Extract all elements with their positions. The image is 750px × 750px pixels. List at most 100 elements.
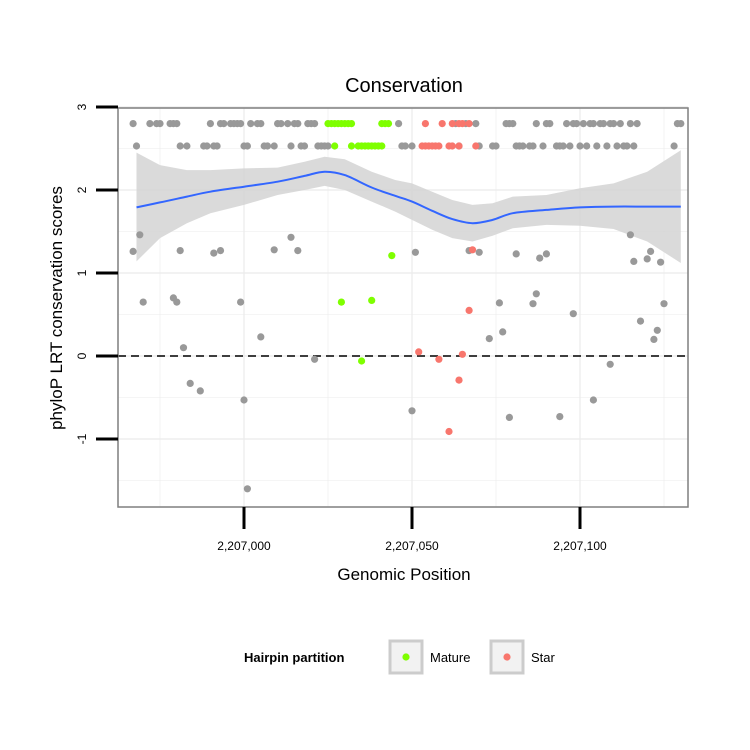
data-point-other: [647, 247, 655, 255]
y-tick-label: 3: [75, 103, 89, 110]
data-point-star: [421, 120, 429, 128]
data-point-other: [136, 231, 144, 239]
data-point-other: [633, 120, 641, 128]
data-point-other: [599, 120, 608, 128]
data-point-star: [468, 246, 477, 254]
legend-marker-star: [503, 653, 511, 661]
data-point-other: [643, 255, 651, 263]
data-point-other: [270, 142, 278, 150]
data-point-other: [220, 120, 228, 128]
data-point-other: [300, 142, 309, 150]
data-point-other: [284, 120, 292, 128]
data-point-other: [183, 142, 191, 150]
data-point-other: [610, 120, 618, 128]
data-point-mature: [347, 142, 356, 150]
y-tick-label: -1: [75, 433, 89, 444]
y-tick-label: 2: [75, 186, 89, 193]
data-point-other: [146, 120, 154, 128]
data-point-other: [519, 142, 527, 150]
data-point-mature: [337, 298, 345, 306]
data-point-star: [448, 142, 456, 150]
data-point-other: [532, 120, 540, 128]
y-axis-title: phyloP LRT conservation scores: [47, 186, 66, 430]
data-point-other: [670, 142, 678, 150]
data-point-other: [566, 142, 574, 150]
data-point-other: [408, 142, 416, 150]
data-point-other: [613, 142, 621, 150]
data-point-other: [589, 396, 598, 404]
data-point-star: [455, 142, 463, 150]
legend-title: Hairpin partition: [244, 650, 344, 665]
data-point-other: [636, 317, 645, 325]
confidence-band: [136, 150, 681, 263]
data-point-star: [465, 306, 473, 314]
data-point-other: [529, 142, 537, 150]
x-tick-label: 2,207,050: [385, 539, 439, 553]
data-point-other: [559, 142, 567, 150]
data-point-other: [589, 120, 598, 128]
data-point-star: [458, 120, 466, 128]
data-point-other: [583, 142, 591, 150]
data-point-other: [512, 250, 520, 258]
data-point-other: [294, 120, 302, 128]
data-point-other: [630, 142, 638, 150]
legend: Hairpin partition Mature Star: [244, 639, 556, 675]
data-point-other: [287, 142, 295, 150]
data-point-other: [653, 326, 661, 334]
data-point-other: [196, 387, 204, 395]
data-point-other: [499, 328, 507, 336]
panel-border: [117, 107, 689, 508]
data-point-other: [213, 142, 221, 150]
data-point-other: [576, 142, 584, 150]
data-point-star: [415, 348, 423, 356]
data-point-other: [677, 120, 685, 128]
data-point-other: [485, 335, 493, 343]
data-point-other: [139, 298, 147, 306]
data-point-other: [210, 249, 218, 257]
data-point-mature: [347, 120, 356, 128]
data-point-mature: [378, 142, 386, 150]
smooth-trend-line: [136, 170, 681, 225]
data-point-other: [257, 333, 265, 341]
data-point-other: [176, 142, 184, 150]
data-point-other: [556, 413, 564, 421]
data-point-other: [505, 413, 513, 421]
data-point-star: [448, 120, 456, 128]
data-point-other: [129, 247, 137, 255]
data-point-star: [438, 120, 446, 128]
data-point-other: [573, 120, 581, 128]
panel-background: [118, 108, 688, 507]
data-point-other: [579, 120, 588, 128]
data-point-other: [509, 120, 517, 128]
data-point-other: [216, 247, 225, 255]
y-tick-label: 1: [75, 269, 89, 276]
x-tick-label: 2,207,000: [217, 539, 271, 553]
data-point-other: [257, 120, 265, 128]
legend-label-star: Star: [531, 650, 556, 665]
data-point-other: [492, 142, 500, 150]
data-point-star: [455, 376, 463, 384]
data-point-other: [206, 120, 214, 128]
data-point-other: [240, 396, 248, 404]
data-point-star: [435, 142, 443, 150]
data-point-other: [606, 360, 614, 368]
plot-panel: [117, 106, 689, 508]
data-point-other: [536, 254, 544, 262]
data-point-other: [395, 120, 403, 128]
data-point-other: [311, 355, 319, 363]
data-point-other: [294, 247, 302, 255]
data-point-other: [129, 120, 137, 128]
data-point-star: [445, 427, 453, 436]
data-point-other: [324, 142, 332, 150]
data-point-other: [475, 248, 483, 256]
legend-label-mature: Mature: [430, 650, 470, 665]
data-point-mature: [331, 142, 339, 150]
data-point-other: [542, 250, 551, 258]
chart-title: Conservation: [345, 75, 463, 97]
data-point-star: [465, 120, 473, 128]
y-tick-label: 0: [75, 352, 89, 359]
data-point-other: [472, 120, 480, 128]
data-point-other: [657, 258, 665, 266]
legend-entry-star: Star: [489, 639, 556, 675]
